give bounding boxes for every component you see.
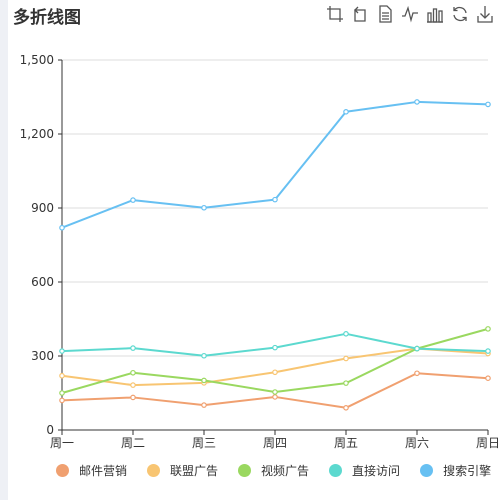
legend-marker	[147, 464, 161, 477]
x-tick-label: 周五	[334, 436, 358, 450]
data-point	[485, 375, 491, 382]
data-point	[272, 389, 278, 395]
left-edge-strip	[0, 0, 8, 500]
line-type-icon[interactable]	[401, 5, 419, 23]
legend-marker	[56, 464, 69, 477]
y-tick-label: 1,500	[20, 53, 54, 67]
legend-item-3[interactable]: 视频广告	[238, 462, 309, 479]
series-line-5	[61, 100, 489, 229]
legend-label: 视频广告	[261, 464, 310, 478]
data-point	[414, 99, 420, 105]
data-point	[343, 355, 349, 362]
x-tick-label: 周四	[263, 436, 287, 450]
x-tick-label: 周日	[476, 436, 500, 450]
series-line-2	[61, 347, 489, 387]
series-line-4	[61, 332, 489, 357]
data-point	[272, 394, 278, 400]
legend-label: 搜索引擎	[443, 464, 492, 478]
data-point	[272, 196, 278, 203]
legend-item-2[interactable]: 联盟广告	[147, 462, 218, 479]
line-chart: 0 300 600 900 1,200 1,500 周一 周二 周三 周四 周五 周六 周日	[20, 53, 500, 450]
data-point	[343, 109, 349, 115]
legend-item-1[interactable]: 邮件营销	[56, 462, 127, 479]
data-point	[343, 404, 349, 411]
legend-label: 联盟广告	[170, 464, 219, 478]
data-point	[414, 345, 420, 352]
data-point	[485, 101, 491, 108]
x-tick-label: 周一	[50, 436, 74, 450]
toolbox	[326, 5, 494, 23]
data-point	[414, 370, 420, 377]
y-tick-label: 600	[31, 275, 54, 289]
y-tick-label: 1,200	[20, 127, 54, 141]
data-point	[485, 348, 491, 354]
data-point	[201, 204, 207, 211]
data-point	[59, 390, 65, 396]
legend-label: 直接访问	[352, 464, 401, 478]
x-tick-label: 周三	[192, 436, 216, 450]
data-point	[343, 380, 349, 386]
data-point	[272, 369, 278, 376]
legend-marker	[238, 464, 252, 477]
data-point	[130, 369, 136, 376]
legend-label: 邮件营销	[79, 464, 128, 478]
data-point	[130, 345, 136, 351]
data-point	[130, 382, 136, 388]
data-point	[130, 197, 136, 203]
legend-marker	[329, 464, 343, 477]
data-view-icon[interactable]	[376, 5, 394, 23]
data-point	[59, 372, 65, 379]
restore-icon[interactable]	[451, 5, 469, 23]
data-point	[130, 394, 136, 401]
zoom-reset-icon[interactable]	[351, 5, 369, 23]
chart-title: 多折线图	[13, 8, 81, 28]
data-point	[59, 224, 65, 231]
y-tick-label: 0	[46, 423, 54, 437]
zoom-icon[interactable]	[326, 5, 344, 23]
data-point	[59, 348, 65, 354]
data-point	[59, 397, 65, 404]
y-tick-label: 900	[31, 201, 54, 215]
data-point	[201, 377, 207, 384]
x-tick-label: 周二	[121, 436, 145, 450]
data-point	[343, 330, 349, 337]
data-point	[485, 326, 491, 332]
legend: 邮件营销 联盟广告 视频广告 直接访问 搜索引擎	[56, 462, 491, 479]
data-point	[272, 344, 278, 351]
x-tick-label: 周六	[405, 436, 429, 450]
y-tick-label: 300	[31, 349, 54, 363]
legend-marker	[420, 464, 434, 477]
data-point	[201, 402, 207, 408]
legend-item-4[interactable]: 直接访问	[329, 462, 400, 479]
bar-type-icon[interactable]	[426, 5, 444, 23]
save-image-icon[interactable]	[476, 5, 494, 23]
legend-item-5[interactable]: 搜索引擎	[420, 462, 491, 479]
data-point	[201, 352, 207, 359]
